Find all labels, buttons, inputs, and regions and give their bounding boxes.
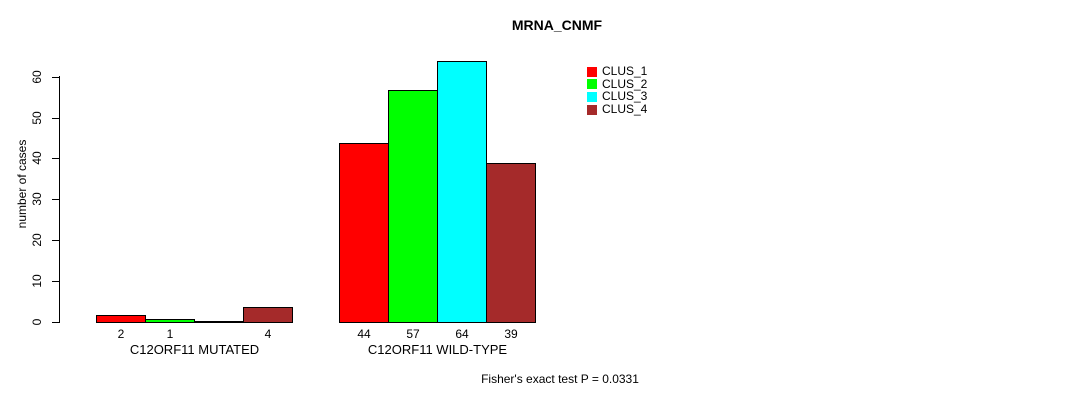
legend-color-swatch-clus_2 bbox=[587, 79, 597, 90]
x-group-label: C12ORF11 WILD-TYPE bbox=[367, 342, 508, 357]
bar-clus_4-group1 bbox=[243, 307, 293, 323]
fisher-test-annotation: Fisher's exact test P = 0.0331 bbox=[481, 372, 639, 386]
y-tick bbox=[52, 322, 60, 323]
legend-item: CLUS_2 bbox=[587, 76, 648, 91]
legend-item: CLUS_4 bbox=[587, 102, 648, 117]
legend-item: CLUS_1 bbox=[587, 64, 648, 78]
bar-value-label: 4 bbox=[264, 327, 272, 341]
y-tick-label: 30 bbox=[30, 192, 44, 206]
legend-color-swatch-clus_4 bbox=[587, 104, 597, 115]
bar-clus_3-group2 bbox=[437, 61, 487, 323]
y-tick-label: 0 bbox=[30, 318, 44, 326]
bar-value-label: 39 bbox=[504, 327, 518, 341]
bar-value-label: 64 bbox=[455, 327, 469, 341]
legend-label: CLUS_3 bbox=[602, 89, 648, 104]
bar-clus_1-group1 bbox=[96, 315, 146, 323]
y-tick bbox=[52, 158, 60, 159]
legend-label: CLUS_2 bbox=[602, 76, 648, 91]
y-tick bbox=[52, 118, 60, 119]
y-tick-label: 10 bbox=[30, 274, 44, 288]
y-tick-label: 40 bbox=[30, 151, 44, 165]
bar-clus_1-group2 bbox=[339, 143, 389, 323]
chart-title: MRNA_CNMF bbox=[511, 17, 603, 33]
legend-color-swatch-clus_3 bbox=[587, 91, 597, 102]
bar-value-label: 1 bbox=[166, 327, 174, 341]
y-tick bbox=[52, 240, 60, 241]
y-axis-label: number of cases bbox=[15, 139, 29, 229]
bar-value-label: 57 bbox=[406, 327, 420, 341]
bar-clus_2-group1 bbox=[145, 319, 195, 323]
legend-label: CLUS_4 bbox=[602, 102, 648, 117]
y-tick-label: 60 bbox=[30, 70, 44, 84]
bar-clus_2-group2 bbox=[388, 90, 438, 323]
bar-clus_3-group1 bbox=[194, 321, 244, 323]
y-tick bbox=[52, 77, 60, 78]
legend-item: CLUS_3 bbox=[587, 89, 648, 104]
bar-clus_4-group2 bbox=[486, 163, 536, 323]
bar-value-label: 2 bbox=[117, 327, 125, 341]
bar-value-label: 44 bbox=[357, 327, 371, 341]
x-group-label: C12ORF11 MUTATED bbox=[129, 342, 260, 357]
y-tick bbox=[52, 281, 60, 282]
y-tick bbox=[52, 199, 60, 200]
y-tick-label: 20 bbox=[30, 233, 44, 247]
legend-label: CLUS_1 bbox=[602, 64, 648, 78]
y-tick-label: 50 bbox=[30, 111, 44, 125]
legend-color-swatch-clus_1 bbox=[587, 66, 597, 77]
